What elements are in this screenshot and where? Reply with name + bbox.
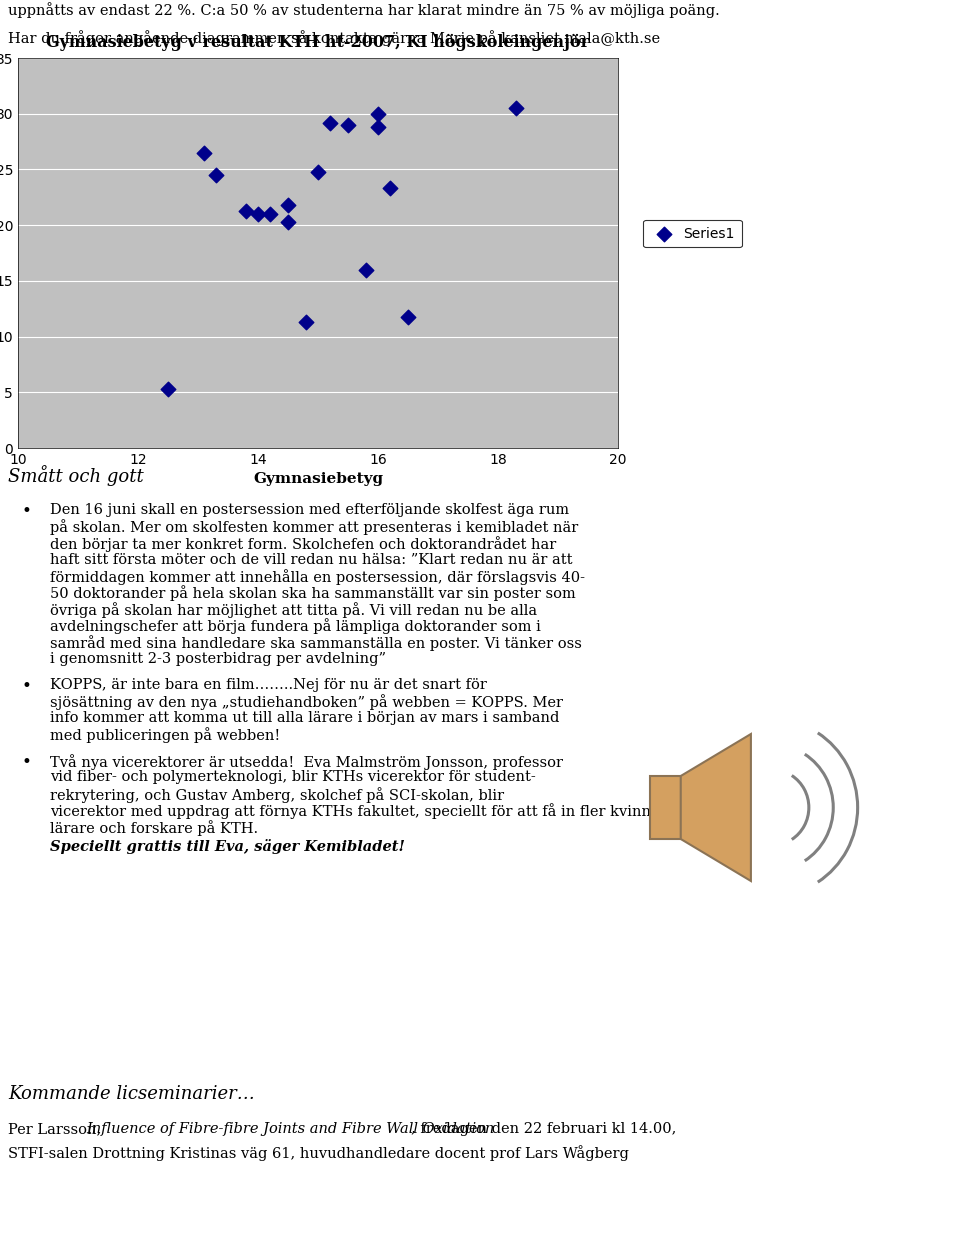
- Text: Influence of Fibre-fibre Joints and Fibre Wall Oxidation: Influence of Fibre-fibre Joints and Fibr…: [86, 1122, 494, 1136]
- Text: Den 16 juni skall en postersession med efterföljande skolfest äga rum: Den 16 juni skall en postersession med e…: [50, 503, 569, 517]
- Text: STFI-salen Drottning Kristinas väg 61, huvudhandledare docent prof Lars Wågberg: STFI-salen Drottning Kristinas väg 61, h…: [8, 1145, 629, 1161]
- Text: Kommande licseminarier…: Kommande licseminarier…: [8, 1085, 254, 1103]
- Text: info@che.kth.se: info@che.kth.se: [644, 700, 780, 717]
- Text: uppnåtts av endast 22 %. C:a 50 % av studenterna har klarat mindre än 75 % av mö: uppnåtts av endast 22 %. C:a 50 % av stu…: [8, 2, 720, 17]
- Text: , fredagen den 22 februari kl 14.00,: , fredagen den 22 februari kl 14.00,: [411, 1122, 676, 1136]
- Text: KOPPS, är inte bara en film……..Nej för nu är det snart för: KOPPS, är inte bara en film……..Nej för n…: [50, 679, 487, 692]
- Text: avdelningschefer att börja fundera på lämpliga doktorander som i: avdelningschefer att börja fundera på lä…: [50, 618, 540, 634]
- Text: Skicka inlägg, syn-
punkter mm till
Kemibladet: Skicka inlägg, syn- punkter mm till Kemi…: [644, 599, 821, 661]
- Series1: [340, 115, 355, 135]
- Text: övriga på skolan har möjlighet att titta på. Vi vill redan nu be alla: övriga på skolan har möjlighet att titta…: [50, 602, 538, 618]
- Text: samråd med sina handledare ska sammanställa en poster. Vi tänker oss: samråd med sina handledare ska sammanstä…: [50, 635, 582, 651]
- Text: Speciellt grattis till Eva, säger Kemibladet!: Speciellt grattis till Eva, säger Kemibl…: [50, 838, 405, 854]
- Series1: [262, 204, 277, 224]
- Text: vid fiber- och polymerteknologi, blir KTHs vicerektor för student-: vid fiber- och polymerteknologi, blir KT…: [50, 770, 536, 785]
- Text: Gör din röst hörd på
skolan!: Gör din röst hörd på skolan!: [644, 503, 834, 544]
- X-axis label: Gymnasiebetyg: Gymnasiebetyg: [252, 472, 383, 487]
- Text: förmiddagen kommer att innehålla en postersession, där förslagsvis 40-: förmiddagen kommer att innehålla en post…: [50, 569, 585, 585]
- Text: den börjar ta mer konkret form. Skolchefen och doktorandrådet har: den börjar ta mer konkret form. Skolchef…: [50, 536, 556, 552]
- Text: Har du frågor angående diagrammen så kontakta gärna Marie på kansliet mala@kth.s: Har du frågor angående diagrammen så kon…: [8, 31, 660, 47]
- Text: Två nya vicerektorer är utsedda!  Eva Malmström Jonsson, professor: Två nya vicerektorer är utsedda! Eva Mal…: [50, 754, 563, 770]
- Series1: [280, 195, 296, 215]
- Series1: [208, 166, 224, 185]
- Text: •: •: [22, 503, 32, 520]
- Series1: [400, 307, 416, 326]
- Polygon shape: [650, 776, 681, 839]
- Text: •: •: [22, 679, 32, 695]
- Series1: [358, 260, 373, 279]
- Text: sjösättning av den nya „studiehandboken” på webben = KOPPS. Mer: sjösättning av den nya „studiehandboken”…: [50, 695, 563, 711]
- Series1: [310, 162, 325, 182]
- Series1: [382, 178, 397, 198]
- Text: med publiceringen på webben!: med publiceringen på webben!: [50, 728, 280, 743]
- Polygon shape: [681, 734, 751, 881]
- Text: lärare och forskare på KTH.: lärare och forskare på KTH.: [50, 819, 258, 836]
- Text: 50 doktorander på hela skolan ska ha sammanställt var sin poster som: 50 doktorander på hela skolan ska ha sam…: [50, 586, 576, 602]
- Text: haft sitt första möter och de vill redan nu hälsa: ”Klart redan nu är att: haft sitt första möter och de vill redan…: [50, 552, 572, 566]
- Text: Smått och gott: Smått och gott: [8, 466, 144, 487]
- Legend: Series1: Series1: [643, 220, 741, 247]
- Text: info kommer att komma ut till alla lärare i början av mars i samband: info kommer att komma ut till alla lärar…: [50, 711, 560, 726]
- Series1: [251, 204, 266, 224]
- Series1: [280, 211, 296, 231]
- Series1: [509, 98, 524, 117]
- Text: i genomsnitt 2-3 posterbidrag per avdelning”: i genomsnitt 2-3 posterbidrag per avdeln…: [50, 651, 386, 665]
- Text: på skolan. Mer om skolfesten kommer att presenteras i kemibladet när: på skolan. Mer om skolfesten kommer att …: [50, 519, 578, 535]
- Series1: [238, 200, 253, 220]
- Series1: [196, 143, 211, 163]
- Series1: [371, 104, 386, 124]
- Text: vicerektor med uppdrag att förnya KTHs fakultet, speciellt för att få in fler kv: vicerektor med uppdrag att förnya KTHs f…: [50, 803, 702, 819]
- Text: Per Larsson,: Per Larsson,: [8, 1122, 106, 1136]
- Series1: [160, 379, 176, 399]
- Text: •: •: [22, 754, 32, 771]
- Text: rekrytering, och Gustav Amberg, skolchef på SCI-skolan, blir: rekrytering, och Gustav Amberg, skolchef…: [50, 787, 504, 803]
- Title: Gymnasiebetyg v resultat KTH ht-2007, KI högskoleingenjör: Gymnasiebetyg v resultat KTH ht-2007, KI…: [46, 33, 589, 51]
- Series1: [371, 117, 386, 137]
- Series1: [323, 112, 338, 132]
- Series1: [299, 313, 314, 332]
